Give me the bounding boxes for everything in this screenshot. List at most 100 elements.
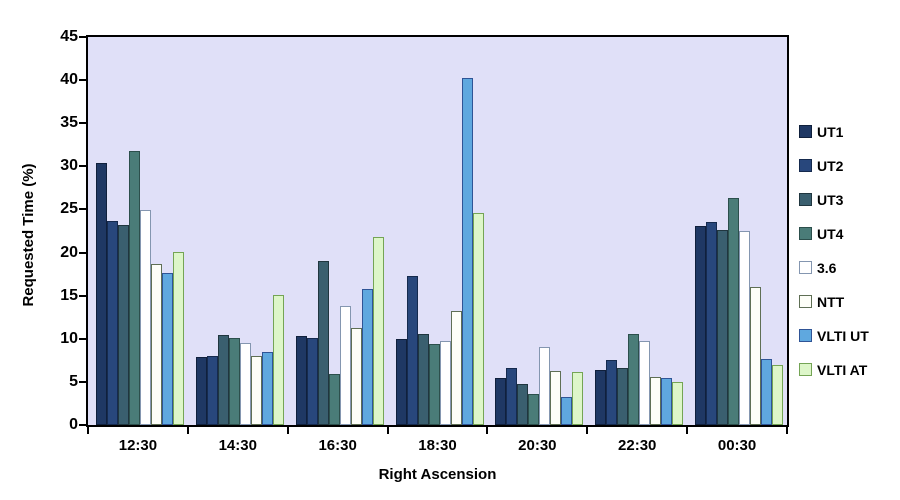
x-tick-mark xyxy=(286,427,289,434)
x-category-label-1230: 12:30 xyxy=(118,437,158,454)
bar-ut4-1230 xyxy=(129,151,140,425)
y-tick-mark xyxy=(79,380,86,383)
legend-swatch-ut2 xyxy=(799,159,812,172)
bar-vltiat-1830 xyxy=(472,213,484,425)
y-tick-label-10: 10 xyxy=(60,329,78,347)
legend-swatch-vltiut xyxy=(799,329,812,342)
bar-36-2030 xyxy=(539,347,551,425)
bar-vltiut-1830 xyxy=(461,78,473,425)
bar-vltiat-1630 xyxy=(372,237,384,425)
bar-ut2-1430 xyxy=(206,356,218,425)
bar-vltiut-2230 xyxy=(661,378,673,425)
y-tick-mark xyxy=(79,122,86,125)
bar-ut4-0030 xyxy=(728,198,740,425)
bar-ut4-2230 xyxy=(628,334,640,425)
bar-ut1-2230 xyxy=(595,370,607,425)
bar-ntt-1430 xyxy=(250,356,262,425)
bar-ut3-0030 xyxy=(717,230,729,425)
y-tick-label-30: 30 xyxy=(60,157,78,175)
bar-ut4-1630 xyxy=(328,374,340,425)
x-tick-mark xyxy=(87,427,89,434)
bar-36-0030 xyxy=(739,231,751,425)
y-tick-label-15: 15 xyxy=(60,286,78,304)
y-tick-label-40: 40 xyxy=(60,71,78,89)
bar-ut4-2030 xyxy=(528,394,540,425)
bar-ut1-0030 xyxy=(695,226,707,425)
bar-vltiut-0030 xyxy=(761,359,773,425)
bar-ut3-1230 xyxy=(118,225,129,425)
bar-ut2-0030 xyxy=(706,222,718,425)
bar-ut3-1630 xyxy=(317,261,329,425)
x-category-label-1630: 16:30 xyxy=(318,437,357,454)
legend-label-vltiut: VLTI UT xyxy=(817,327,869,344)
bar-ut1-1830 xyxy=(395,339,407,425)
legend-label-ntt: NTT xyxy=(817,293,845,310)
bar-vltiut-2030 xyxy=(561,397,573,425)
legend-label-ut3: UT3 xyxy=(817,191,844,208)
bar-ut2-1630 xyxy=(306,338,318,425)
x-tick-mark xyxy=(486,427,489,434)
x-category-label-2030: 20:30 xyxy=(518,437,557,454)
x-tick-mark xyxy=(686,427,689,434)
legend-item-ntt: NTT xyxy=(799,291,869,312)
y-axis-title: Requested Time (%) xyxy=(20,163,37,307)
x-category-label-2230: 22:30 xyxy=(618,437,657,454)
bar-ntt-0030 xyxy=(750,287,762,425)
x-tick-mark xyxy=(786,427,788,434)
y-tick-label-5: 5 xyxy=(69,372,78,390)
bar-ut2-1830 xyxy=(406,276,418,425)
bar-vltiut-1430 xyxy=(261,352,273,425)
x-axis-title: Right Ascension xyxy=(378,466,497,483)
bar-vltiut-1230 xyxy=(162,273,173,425)
y-tick-mark xyxy=(79,208,86,211)
plot-area xyxy=(88,37,787,425)
y-tick-label-45: 45 xyxy=(60,28,78,45)
bar-vltiut-1630 xyxy=(361,289,373,425)
bar-ut1-2030 xyxy=(495,378,507,425)
bar-36-1630 xyxy=(339,306,351,425)
y-tick-mark xyxy=(79,251,86,254)
y-tick-label-35: 35 xyxy=(60,114,78,132)
legend-swatch-ut4 xyxy=(799,227,812,240)
legend-swatch-vltiat xyxy=(799,363,812,376)
bar-ut3-2030 xyxy=(517,384,529,425)
bar-ut3-1430 xyxy=(217,335,229,425)
bar-vltiat-1230 xyxy=(173,252,184,425)
bar-ut4-1430 xyxy=(228,338,240,425)
legend-item-ut1: UT1 xyxy=(799,121,869,142)
legend-item-ut4: UT4 xyxy=(799,223,869,244)
bar-ntt-2030 xyxy=(550,371,562,425)
bar-ut1-1230 xyxy=(96,163,107,425)
legend-item-ut2: UT2 xyxy=(799,155,869,176)
bar-vltiat-0030 xyxy=(772,365,784,425)
y-tick-label-0: 0 xyxy=(69,416,78,433)
x-tick-mark xyxy=(386,427,389,434)
legend-label-vltiat: VLTI AT xyxy=(817,361,868,378)
y-tick-mark xyxy=(79,36,86,38)
x-tick-mark xyxy=(186,427,189,434)
bar-ntt-1830 xyxy=(450,311,462,425)
x-category-label-1830: 18:30 xyxy=(418,437,457,454)
y-tick-label-20: 20 xyxy=(60,243,78,261)
y-tick-mark xyxy=(79,294,86,297)
bar-ut3-1830 xyxy=(417,334,429,425)
legend-item-vltiut: VLTI UT xyxy=(799,325,869,346)
legend-label-ut1: UT1 xyxy=(817,123,844,140)
bar-ntt-2230 xyxy=(650,377,662,425)
bar-ut2-2030 xyxy=(506,368,518,425)
x-tick-mark xyxy=(586,427,589,434)
legend: UT1 UT2 UT3 UT4 3.6 NTT VLTI UT VLTI AT xyxy=(799,121,869,393)
legend-swatch-ut3 xyxy=(799,193,812,206)
legend-swatch-ntt xyxy=(799,295,812,308)
x-category-label-1430: 14:30 xyxy=(218,437,257,454)
bar-ntt-1230 xyxy=(151,264,162,425)
legend-label-36: 3.6 xyxy=(817,259,837,276)
bar-ut4-1830 xyxy=(428,344,440,425)
y-tick-mark xyxy=(79,337,86,340)
y-tick-mark xyxy=(79,79,86,82)
bar-ut2-1230 xyxy=(107,221,118,425)
bar-36-1830 xyxy=(439,341,451,425)
legend-label-ut4: UT4 xyxy=(817,225,844,242)
bar-vltiat-2230 xyxy=(672,382,684,425)
